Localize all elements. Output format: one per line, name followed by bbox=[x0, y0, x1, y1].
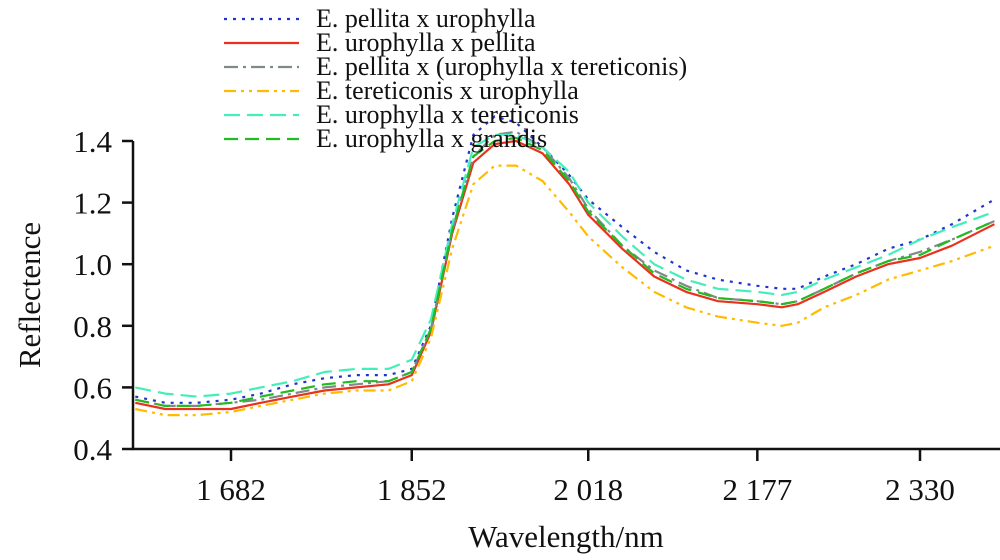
series-layer bbox=[135, 115, 995, 417]
y-tick-label: 0.8 bbox=[73, 309, 112, 344]
x-tick-label: 1 852 bbox=[377, 472, 447, 507]
legend-label: E. tereticonis x urophylla bbox=[316, 76, 579, 105]
y-tick-label: 0.4 bbox=[73, 432, 112, 467]
legend-label: E. urophylla x pellita bbox=[316, 28, 536, 57]
y-tick-label: 1.4 bbox=[73, 124, 112, 159]
x-tick-label: 1 682 bbox=[196, 472, 266, 507]
series-line-e-tereticonis-x-urophylla bbox=[135, 164, 995, 417]
legend-label: E. urophylla x tereticonis bbox=[316, 100, 579, 129]
y-tick-label: 1.2 bbox=[73, 186, 112, 221]
series-line-e-pellita-x-urophylla bbox=[135, 115, 995, 404]
x-tick-label: 2 330 bbox=[885, 472, 955, 507]
y-tick-label: 0.6 bbox=[73, 370, 112, 405]
x-ticks: 1 682 1 852 2 018 2 177 2 330 bbox=[196, 449, 955, 507]
x-tick-label: 2 018 bbox=[553, 472, 623, 507]
legend-label: E. pellita x (urophylla x tereticonis) bbox=[316, 52, 687, 81]
legend-label: E. pellita x urophylla bbox=[316, 4, 536, 33]
x-axis-title: Wavelength/nm bbox=[468, 519, 664, 554]
series-line-e-urophylla-x-pellita bbox=[135, 139, 995, 411]
y-ticks: 0.4 0.6 0.8 1.0 1.2 1.4 bbox=[73, 124, 133, 467]
y-tick-label: 1.0 bbox=[73, 247, 112, 282]
y-axis-title: Reflectence bbox=[12, 222, 47, 368]
x-tick-label: 2 177 bbox=[722, 472, 792, 507]
series-line-e-urophylla-x-grandis bbox=[135, 136, 995, 407]
series-line-e-urophylla-x-tereticonis bbox=[135, 133, 995, 398]
legend-label: E. urophylla x grandis bbox=[316, 124, 547, 153]
